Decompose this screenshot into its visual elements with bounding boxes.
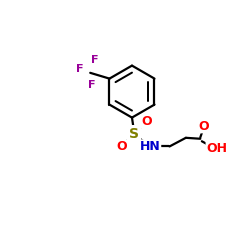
Text: F: F xyxy=(88,80,96,90)
Text: S: S xyxy=(129,127,139,141)
Text: F: F xyxy=(76,64,84,74)
Text: O: O xyxy=(116,140,127,153)
Text: HN: HN xyxy=(140,140,161,153)
Text: O: O xyxy=(141,115,152,128)
Text: F: F xyxy=(91,55,99,65)
Text: OH: OH xyxy=(206,142,227,155)
Text: O: O xyxy=(198,120,208,133)
